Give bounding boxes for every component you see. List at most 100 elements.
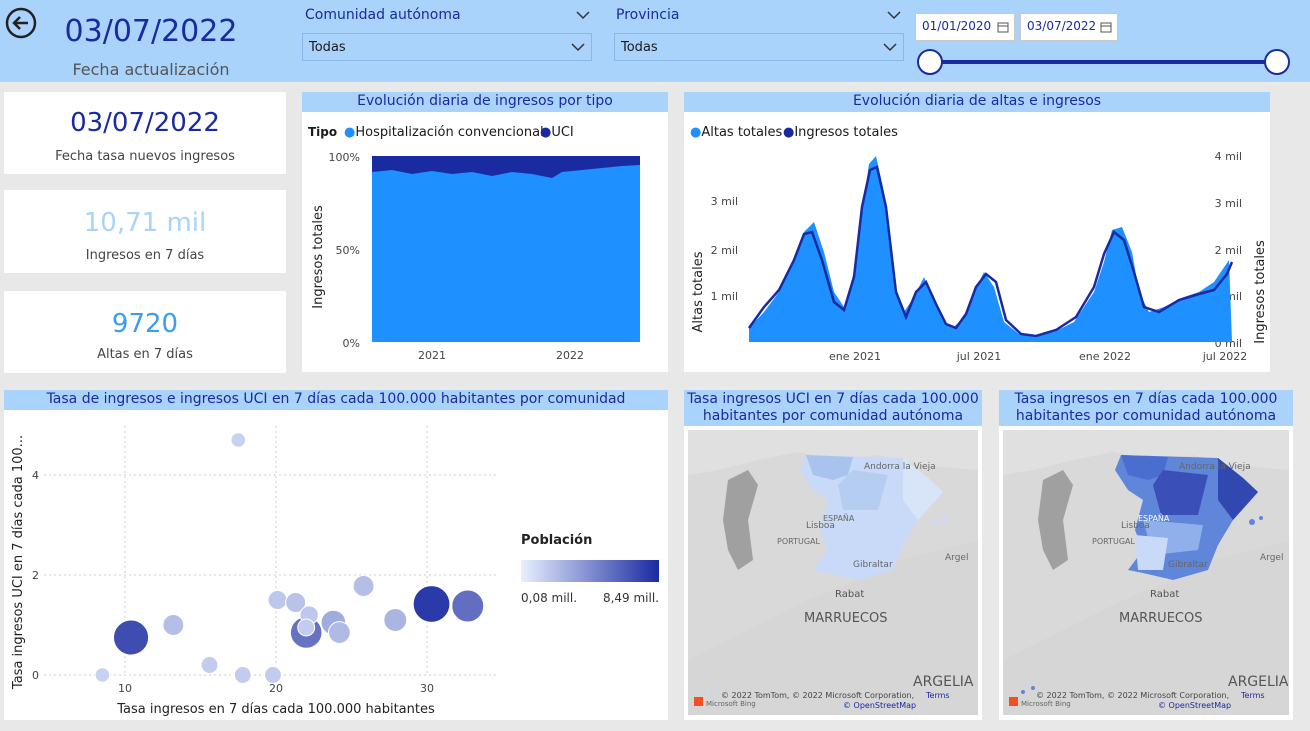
legend-title: Tipo	[308, 125, 338, 139]
series-altas-area	[749, 156, 1232, 342]
x-tick: ene 2022	[1079, 350, 1131, 363]
kpi-ingresos-value: 10,71 mil	[83, 208, 207, 238]
map-label-lisboa: Lisboa	[806, 521, 835, 531]
map-label-argelia: ARGELIA	[913, 674, 974, 690]
y-tick-left: 2 mil	[711, 244, 738, 257]
y-tick-left: 1 mil	[711, 290, 738, 303]
scatter-point[interactable]	[267, 590, 288, 610]
scatter-point[interactable]	[297, 618, 316, 637]
filter-provincia-value: Todas	[621, 40, 658, 55]
scatter-point[interactable]	[451, 589, 485, 623]
bing-label: Microsoft Bing	[1021, 700, 1071, 708]
map-ingresos-title-line1: Tasa ingresos en 7 días cada 100.000	[1014, 391, 1278, 407]
x-tick: jul 2021	[956, 350, 1002, 363]
legend-item-ingresos[interactable]: ●Ingresos totales	[783, 125, 898, 140]
date-from-value: 01/01/2020	[922, 19, 992, 33]
legend-gradient	[521, 560, 659, 582]
scatter-point[interactable]	[352, 575, 375, 597]
map-label-espana: ESPAÑA	[1138, 513, 1170, 523]
back-arrow-icon[interactable]	[4, 6, 38, 40]
chevron-down-icon[interactable]	[887, 10, 901, 20]
chart-altas-ingresos: Evolución diaria de altas e ingresos ●Al…	[684, 92, 1270, 372]
chevron-down-icon[interactable]	[576, 10, 590, 20]
x-tick: jul 2022	[1202, 350, 1248, 363]
legend-item-uci[interactable]: ●UCI	[540, 125, 574, 140]
series-hosp-area	[372, 165, 640, 342]
scatter-point[interactable]	[94, 667, 111, 683]
map-osm-link: © OpenStreetMap	[1158, 701, 1231, 710]
map-uci[interactable]: Andorra la Vieja ESPAÑA Lisboa PORTUGAL …	[688, 430, 978, 715]
slider-handle-end[interactable]	[1264, 49, 1290, 75]
update-label: Fecha actualización	[72, 60, 230, 79]
y-tick: 2	[32, 569, 39, 582]
map-label-lisboa: Lisboa	[1121, 521, 1150, 531]
legend-uci-label: UCI	[551, 125, 574, 140]
y-tick: 0	[32, 669, 39, 682]
scatter-point[interactable]	[200, 656, 219, 674]
chart-ingresos-tipo: Evolución diaria de ingresos por tipo Ti…	[302, 92, 668, 372]
map-label-rabat: Rabat	[1150, 589, 1179, 600]
map-label-rabat: Rabat	[835, 589, 864, 600]
map-label-andorra: Andorra la Vieja	[864, 462, 936, 472]
map-copyright: © 2022 TomTom, © 2022 Microsoft Corporat…	[721, 691, 914, 700]
legend-min: 0,08 mill.	[521, 591, 577, 605]
legend-title: Población	[521, 533, 592, 548]
chart-altas-ingresos-title: Evolución diaria de altas e ingresos	[684, 92, 1270, 112]
map-copyright: © 2022 TomTom, © 2022 Microsoft Corporat…	[1036, 691, 1229, 700]
calendar-icon	[1100, 22, 1112, 33]
map-ingresos-title: Tasa ingresos en 7 días cada 100.000 hab…	[999, 390, 1293, 426]
map-uci-title: Tasa ingresos UCI en 7 días cada 100.000…	[684, 390, 982, 426]
legend-hosp-label: Hospitalización convencional	[355, 125, 544, 140]
scatter-point[interactable]	[412, 585, 451, 623]
kpi-card-altas: 9720 Altas en 7 días	[4, 291, 286, 373]
map-terms-link: Terms	[1240, 691, 1265, 700]
date-to-value: 03/07/2022	[1027, 19, 1097, 33]
series-ingresos-line	[747, 165, 1234, 338]
filter-comunidad-value: Todas	[309, 40, 346, 55]
x-axis-label: Tasa ingresos en 7 días cada 100.000 hab…	[116, 702, 435, 717]
y-tick: 50%	[336, 244, 360, 257]
y-tick-right: 4 mil	[1215, 150, 1242, 163]
scatter-point[interactable]	[112, 619, 150, 656]
legend-altas-label: Altas totales	[701, 125, 783, 140]
map-label-marruecos: MARRUECOS	[1119, 611, 1202, 626]
scatter-point[interactable]	[285, 592, 307, 613]
date-to-input[interactable]: 03/07/2022	[1020, 13, 1118, 41]
scatter-point[interactable]	[230, 432, 247, 448]
y-tick: 100%	[329, 151, 360, 164]
legend-item-hosp[interactable]: ●Hospitalización convencional	[344, 125, 544, 140]
map-label-portugal: PORTUGAL	[1092, 537, 1136, 546]
scatter-point[interactable]	[162, 614, 185, 636]
bing-logo-icon	[1009, 697, 1018, 706]
x-tick: ene 2021	[829, 350, 881, 363]
y-tick-labels: 100% 50% 0%	[329, 151, 360, 350]
map-ingresos-title-line2: habitantes por comunidad autónoma	[1015, 408, 1277, 424]
legend-item-altas[interactable]: ●Altas totales	[690, 125, 783, 140]
slider-handle-start[interactable]	[917, 49, 943, 75]
bing-logo-icon	[694, 697, 703, 706]
y-axis-label: Tasa ingresos UCI en 7 días cada 100...	[11, 435, 26, 690]
map-uci-title-line1: Tasa ingresos UCI en 7 días cada 100.000	[687, 391, 979, 407]
map-osm-link: © OpenStreetMap	[843, 701, 916, 710]
map-label-gibraltar: Gibraltar	[1168, 560, 1208, 570]
scatter-point[interactable]	[233, 666, 252, 684]
y-tick-left: 3 mil	[711, 195, 738, 208]
y-tick: 0%	[343, 337, 360, 350]
filter-provincia-dropdown[interactable]: Todas	[614, 33, 904, 61]
kpi-card-date: 03/07/2022 Fecha tasa nuevos ingresos	[4, 92, 286, 174]
kpi-card-ingresos: 10,71 mil Ingresos en 7 días	[4, 190, 286, 273]
scatter-point[interactable]	[264, 666, 282, 684]
map-ingresos[interactable]: Andorra la Vieja ESPAÑA Lisboa PORTUGAL …	[1003, 430, 1289, 715]
filter-comunidad-dropdown[interactable]: Todas	[302, 33, 592, 61]
date-from-input[interactable]: 01/01/2020	[915, 13, 1015, 41]
map-label-portugal: PORTUGAL	[777, 537, 821, 546]
update-date: 03/07/2022	[64, 14, 238, 49]
x-tick: 10	[118, 682, 132, 695]
x-tick: 30	[420, 682, 434, 695]
scatter-title: Tasa de ingresos e ingresos UCI en 7 día…	[4, 390, 668, 410]
chevron-down-icon	[571, 43, 585, 52]
date-range-slider[interactable]	[915, 47, 1295, 79]
y-tick-right: 2 mil	[1215, 244, 1242, 257]
scatter-point[interactable]	[328, 621, 351, 644]
scatter-point[interactable]	[383, 608, 408, 632]
